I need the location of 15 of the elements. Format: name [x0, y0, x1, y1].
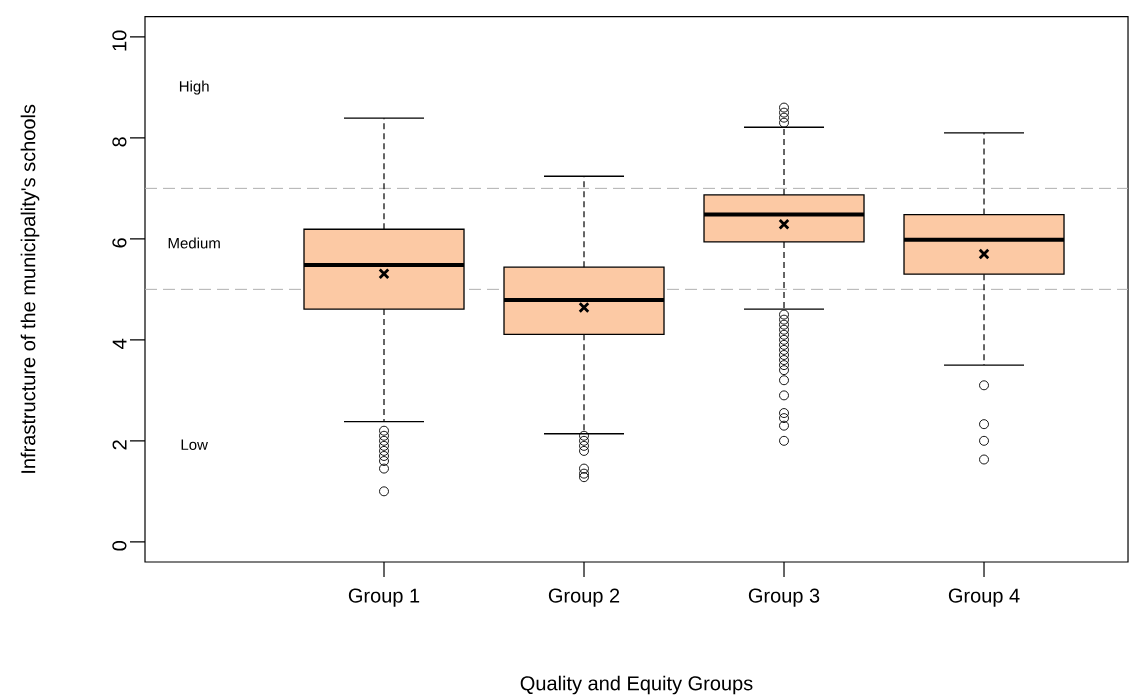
y-tick-label: 2: [112, 440, 127, 450]
x-tick-label: Group 1: [348, 588, 420, 607]
y-axis-title: Infrastructure of the municipality's schools: [20, 104, 40, 473]
x-tick-label: Group 2: [548, 588, 620, 607]
x-axis-title: Quality and Equity Groups: [520, 675, 753, 695]
y-tick-label: 8: [112, 137, 127, 147]
y-tick-label: 10: [112, 30, 127, 51]
x-tick-label: Group 3: [748, 588, 820, 607]
annotation: High: [179, 80, 209, 95]
y-tick-label: 6: [112, 238, 127, 248]
annotation: Low: [181, 439, 208, 450]
x-tick-label: Group 4: [948, 588, 1020, 607]
y-tick-label: 4: [112, 338, 127, 349]
y-tick-label: 0: [112, 541, 127, 551]
annotation: Medium: [168, 237, 220, 249]
